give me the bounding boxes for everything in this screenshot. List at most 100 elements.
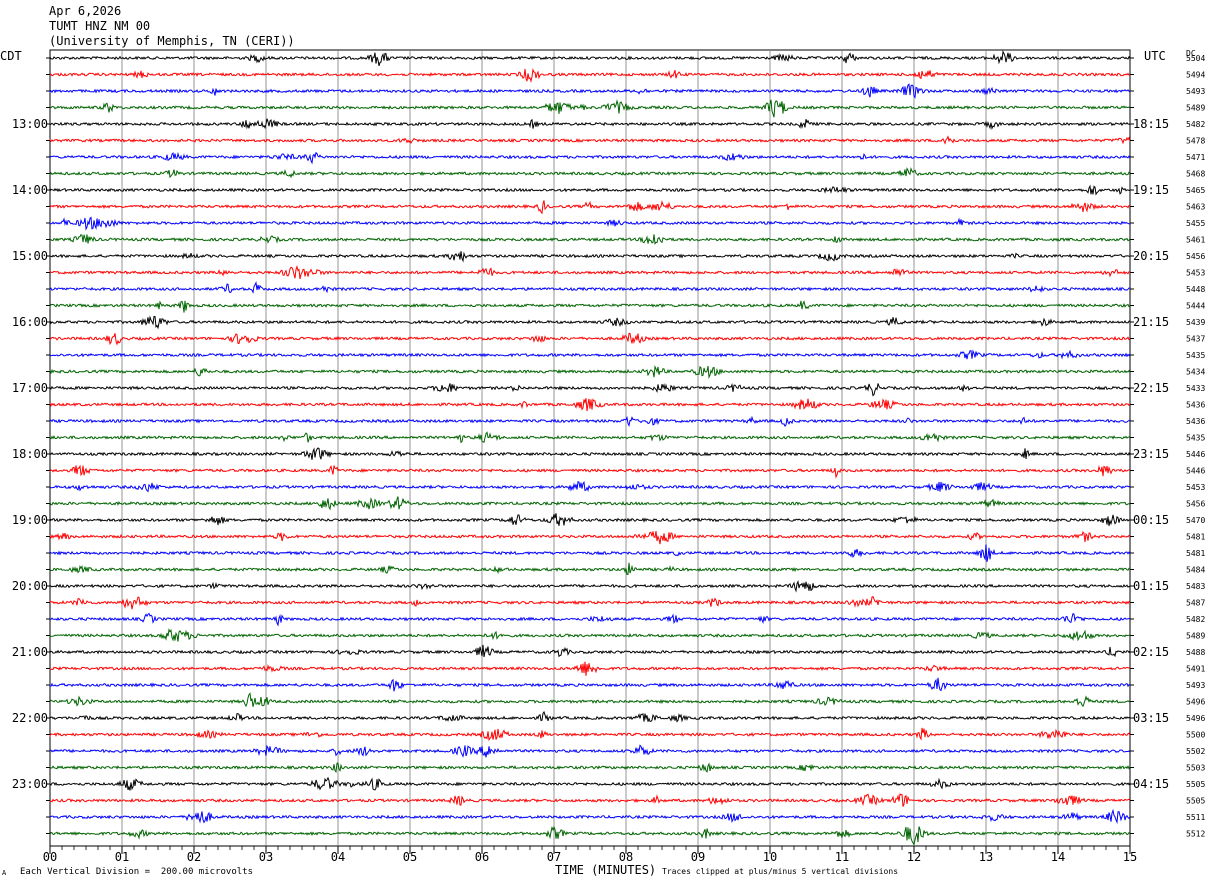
- dc-offset-label: 5493: [1186, 681, 1205, 690]
- scale-note: Each Vertical Division = 200.00 microvol…: [20, 867, 253, 877]
- seismic-trace: [49, 349, 1131, 360]
- seismic-trace: [49, 744, 1131, 758]
- seismic-trace: [49, 644, 1131, 658]
- seismic-trace: [49, 762, 1131, 773]
- dc-offset-label: 5456: [1186, 252, 1205, 261]
- dc-offset-label: 5471: [1186, 153, 1205, 162]
- dc-offset-label: 5481: [1186, 533, 1205, 542]
- seismic-trace: [49, 480, 1131, 493]
- seismic-trace: [49, 216, 1131, 231]
- dc-offset-label: 5483: [1186, 582, 1205, 591]
- dc-offset-label: 5435: [1186, 351, 1205, 360]
- seismic-trace: [49, 50, 1131, 67]
- seismic-trace: [49, 628, 1131, 642]
- seismic-trace: [49, 544, 1131, 562]
- seismic-trace: [49, 83, 1131, 99]
- plot-frame: [49, 49, 1131, 847]
- x-tick-label: 05: [403, 850, 417, 864]
- dc-offset-label: 5446: [1186, 467, 1205, 476]
- seismic-trace: [49, 151, 1131, 165]
- dc-offset-label: 5496: [1186, 714, 1205, 723]
- seismic-trace: [49, 595, 1131, 610]
- dc-offset-label: 5481: [1186, 549, 1205, 558]
- left-hour-label: 13:00: [12, 117, 48, 131]
- left-timezone-label: CDT: [0, 49, 22, 63]
- seismic-trace: [49, 364, 1131, 380]
- dc-offset-label: 5468: [1186, 170, 1205, 179]
- x-tick-label: 08: [619, 850, 633, 864]
- left-hour-label: 15:00: [12, 249, 48, 263]
- seismic-trace: [49, 251, 1130, 263]
- dc-offset-label: 5453: [1186, 483, 1205, 492]
- seismic-trace: [49, 692, 1131, 708]
- dc-offset-label: 5465: [1186, 186, 1205, 195]
- dc-offset-label: 5489: [1186, 632, 1205, 641]
- x-tick-label: 12: [907, 850, 921, 864]
- seismic-trace: [49, 234, 1131, 245]
- x-tick-label: 14: [1051, 850, 1065, 864]
- dc-offset-label: 5496: [1186, 698, 1205, 707]
- dc-offset-label: 5478: [1186, 137, 1205, 146]
- right-hour-label: 20:15: [1133, 249, 1169, 263]
- dc-offset-label: 5446: [1186, 450, 1205, 459]
- seismic-trace: [49, 612, 1131, 627]
- seismic-trace: [49, 200, 1131, 215]
- dc-offset-label: 5505: [1186, 780, 1205, 789]
- seismic-trace: [49, 677, 1131, 692]
- seismic-trace: [49, 447, 1131, 460]
- seismic-trace: [49, 332, 1131, 346]
- dc-offset-label: 5435: [1186, 434, 1205, 443]
- right-hour-label: 19:15: [1133, 183, 1169, 197]
- dc-offset-label: 5493: [1186, 87, 1205, 96]
- header-date: Apr 6,2026: [49, 4, 122, 18]
- dc-offset-label: 5504: [1186, 54, 1205, 63]
- dc-offset-label: 5436: [1186, 401, 1205, 410]
- seismic-trace: [49, 67, 1131, 84]
- left-hour-label: 21:00: [12, 645, 48, 659]
- seismic-trace: [49, 464, 1131, 479]
- left-hour-label: 19:00: [12, 513, 48, 527]
- dc-offset-label: 5453: [1186, 269, 1205, 278]
- seismic-trace: [49, 825, 1131, 846]
- dc-offset-label: 5455: [1186, 219, 1205, 228]
- header-station: TUMT HNZ NM 00: [49, 19, 151, 33]
- seismic-trace: [49, 118, 1131, 130]
- right-hour-label: 01:15: [1133, 579, 1169, 593]
- dc-offset-label: 5434: [1186, 368, 1205, 377]
- x-tick-label: 09: [691, 850, 705, 864]
- dc-offset-label: 5512: [1186, 830, 1205, 839]
- right-hour-label: 00:15: [1133, 513, 1169, 527]
- seismic-trace: [49, 531, 1131, 545]
- x-tick-label: 07: [547, 850, 561, 864]
- seismic-trace: [49, 135, 1131, 145]
- seismic-trace: [49, 415, 1131, 428]
- dc-offset-label: 5488: [1186, 648, 1205, 657]
- dc-offset-label: 5491: [1186, 665, 1205, 674]
- x-tick-label: 06: [475, 850, 489, 864]
- dc-offset-label: 5502: [1186, 747, 1205, 756]
- x-tick-label: 03: [259, 850, 273, 864]
- seismic-trace: [49, 808, 1131, 825]
- dc-offset-label: 5489: [1186, 104, 1205, 113]
- dc-offset-label: 5444: [1186, 302, 1205, 311]
- right-hour-label: 21:15: [1133, 315, 1169, 329]
- dc-offset-label: 5487: [1186, 599, 1205, 608]
- seismic-trace: [49, 496, 1131, 511]
- seismic-trace: [49, 431, 1131, 444]
- dc-offset-label: 5482: [1186, 615, 1205, 624]
- left-hour-label: 23:00: [12, 777, 48, 791]
- left-hour-label: 18:00: [12, 447, 48, 461]
- x-tick-label: 10: [763, 850, 777, 864]
- dc-offset-label: 5503: [1186, 764, 1205, 773]
- left-hour-label: 14:00: [12, 183, 48, 197]
- dc-offset-label: 5482: [1186, 120, 1205, 129]
- dc-offset-label: 5461: [1186, 236, 1205, 245]
- dc-offset-label: 5448: [1186, 285, 1205, 294]
- dc-offset-label: 5433: [1186, 384, 1205, 393]
- seismic-trace: [49, 398, 1131, 412]
- x-tick-label: 01: [115, 850, 129, 864]
- x-tick-label: 11: [835, 850, 849, 864]
- seismic-trace: [49, 513, 1131, 526]
- corner-mark: A: [2, 869, 7, 877]
